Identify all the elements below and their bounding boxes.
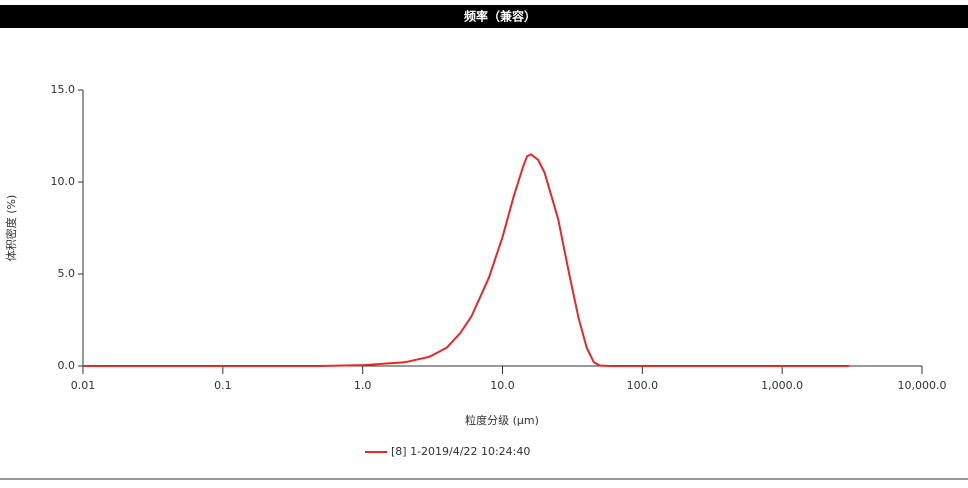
chart-title: 频率（兼容） <box>464 9 536 24</box>
x-axis-label: 粒度分级 (μm) <box>465 413 539 427</box>
x-tick-label: 0.01 <box>71 379 96 392</box>
legend-label: [8] 1-2019/4/22 10:24:40 <box>391 445 530 458</box>
x-tick-label: 1.0 <box>354 379 372 392</box>
x-tick-label: 10.0 <box>490 379 515 392</box>
x-tick-label: 1,000.0 <box>761 379 803 392</box>
y-tick-label: 15.0 <box>51 83 76 96</box>
data-line <box>83 153 849 367</box>
x-tick-label: 100.0 <box>627 379 659 392</box>
y-tick-label: 10.0 <box>51 175 76 188</box>
y-tick-label: 0.0 <box>58 359 76 372</box>
header-bar <box>0 5 968 28</box>
x-tick-label: 0.1 <box>214 379 232 392</box>
y-tick-label: 5.0 <box>58 267 76 280</box>
y-axis-label: 体积密度 (%) <box>4 195 18 262</box>
x-tick-label: 10,000.0 <box>898 379 947 392</box>
